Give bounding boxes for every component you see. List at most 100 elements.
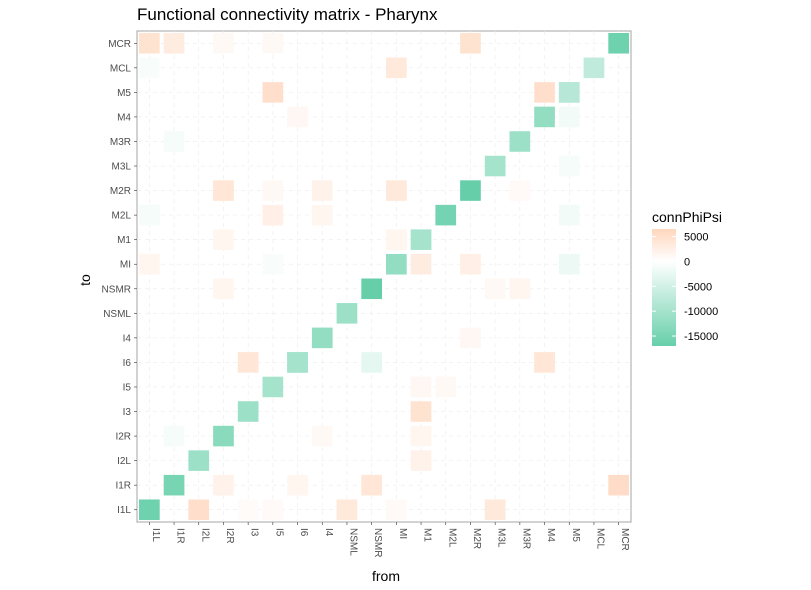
heatmap-cell xyxy=(213,425,234,447)
x-tick-label: MI xyxy=(397,528,408,539)
heatmap-cell xyxy=(213,33,234,54)
x-tick-label: I1L xyxy=(150,528,161,542)
y-tick-label: M4 xyxy=(117,112,131,123)
heatmap-cell xyxy=(311,327,333,349)
x-tick-label: M2R xyxy=(471,528,482,549)
heatmap-cell xyxy=(237,401,259,422)
heatmap-cell xyxy=(509,131,531,152)
y-tick-labels: I1L I1R I2L I2R I3 I5 I6 I4 NSML NSMR MI M1 M2L M2R M3… xyxy=(102,39,137,516)
heatmap-cell xyxy=(237,499,259,520)
y-tick-label: I2R xyxy=(115,432,131,443)
heatmap-cell xyxy=(213,229,234,250)
y-tick-label: I5 xyxy=(123,382,132,393)
heatmap-cell xyxy=(188,450,210,471)
x-tick-label: NSMR xyxy=(372,528,383,557)
heatmap-cell xyxy=(311,204,333,226)
heatmap-cell xyxy=(460,327,481,349)
legend-tick-label: -10000 xyxy=(684,306,718,318)
heatmap-cell xyxy=(558,253,580,275)
y-tick-label: NSMR xyxy=(102,284,131,295)
heatmap-cells xyxy=(139,33,629,520)
heatmap-cell xyxy=(361,278,382,300)
heatmap-cell xyxy=(460,253,481,275)
plot-panel xyxy=(136,30,632,523)
heatmap-cell xyxy=(410,229,432,250)
x-axis-title: from xyxy=(372,568,400,584)
heatmap-cell xyxy=(410,401,432,422)
heatmap-cell xyxy=(509,278,531,300)
heatmap-cell xyxy=(558,155,580,177)
heatmap-cell xyxy=(361,352,382,373)
y-tick-label: NSML xyxy=(103,309,131,320)
x-tick-label: M5 xyxy=(570,528,581,542)
heatmap-cell xyxy=(262,499,284,520)
heatmap-cell xyxy=(583,57,605,79)
y-tick-label: I3 xyxy=(123,407,132,418)
heatmap-cell xyxy=(410,376,432,398)
heatmap-cell xyxy=(262,253,284,275)
y-tick-label: I2L xyxy=(117,456,131,467)
chart-title: Functional connectivity matrix - Pharynx xyxy=(137,5,438,24)
heatmap-cell xyxy=(163,33,185,54)
heatmap-cell xyxy=(287,106,308,128)
y-tick-label: I1L xyxy=(117,505,131,516)
heatmap-cell xyxy=(287,474,308,496)
heatmap-cell xyxy=(460,33,481,54)
y-tick-label: M5 xyxy=(117,88,131,99)
heatmap-cell xyxy=(262,82,284,103)
heatmap-cell xyxy=(262,33,284,54)
heatmap-cell xyxy=(608,33,629,54)
x-tick-label: M4 xyxy=(545,528,556,542)
heatmap-cell xyxy=(608,474,629,496)
heatmap-cell xyxy=(262,376,284,398)
heatmap-cell xyxy=(410,425,432,447)
x-tick-labels: I1L I1R I2L I2R I3 I5 I6 I4 NSML NSMR MI M1 M2L M2R M3… xyxy=(149,522,630,557)
heatmap-cell xyxy=(460,180,481,201)
heatmap-cell xyxy=(213,474,234,496)
x-tick-label: NSML xyxy=(347,528,358,556)
heatmap-cell xyxy=(139,499,160,520)
y-tick-label: M2R xyxy=(110,186,131,197)
legend-tick-label: 5000 xyxy=(684,231,708,243)
y-tick-label: I1R xyxy=(115,481,131,492)
heatmap-cell xyxy=(410,450,432,471)
heatmap-cell xyxy=(484,155,506,177)
x-tick-label: MCL xyxy=(594,528,605,550)
heatmap-cell xyxy=(336,303,358,324)
y-tick-label: M2L xyxy=(112,211,132,222)
heatmap-cell xyxy=(386,229,407,250)
heatmap-cell xyxy=(558,204,580,226)
heatmap-cell xyxy=(386,57,407,79)
heatmap-cell xyxy=(558,106,580,128)
y-tick-label: M1 xyxy=(117,235,131,246)
heatmap-cell xyxy=(386,180,407,201)
color-legend: connPhiPsi 5000 0 -5000 -10000 -15000 xyxy=(652,209,722,346)
y-tick-label: MCL xyxy=(110,63,132,74)
heatmap-cell xyxy=(139,204,160,226)
legend-title: connPhiPsi xyxy=(652,209,722,225)
x-tick-label: I6 xyxy=(298,528,309,537)
x-tick-label: I2R xyxy=(224,528,235,544)
x-tick-label: I5 xyxy=(273,528,284,537)
heatmap-cell xyxy=(262,180,284,201)
heatmap-cell xyxy=(139,253,160,275)
y-axis-title: to xyxy=(77,274,93,286)
x-tick-label: M1 xyxy=(422,528,433,542)
y-tick-label: MCR xyxy=(108,39,131,50)
legend-colorbar xyxy=(652,229,676,346)
heatmap-cell xyxy=(139,33,160,54)
legend-tick-label: -5000 xyxy=(684,281,712,293)
heatmap-cell xyxy=(410,253,432,275)
y-tick-label: M3R xyxy=(110,137,131,148)
heatmap-cell xyxy=(509,180,531,201)
heatmap-cell xyxy=(484,499,506,520)
heatmap-cell xyxy=(237,352,259,373)
x-tick-label: MCR xyxy=(619,528,630,551)
heatmap-cell xyxy=(213,278,234,300)
y-tick-label: I6 xyxy=(123,358,132,369)
heatmap-cell xyxy=(386,253,407,275)
heatmap-cell xyxy=(435,204,457,226)
y-tick-label: MI xyxy=(120,260,131,271)
heatmap-cell xyxy=(163,474,185,496)
